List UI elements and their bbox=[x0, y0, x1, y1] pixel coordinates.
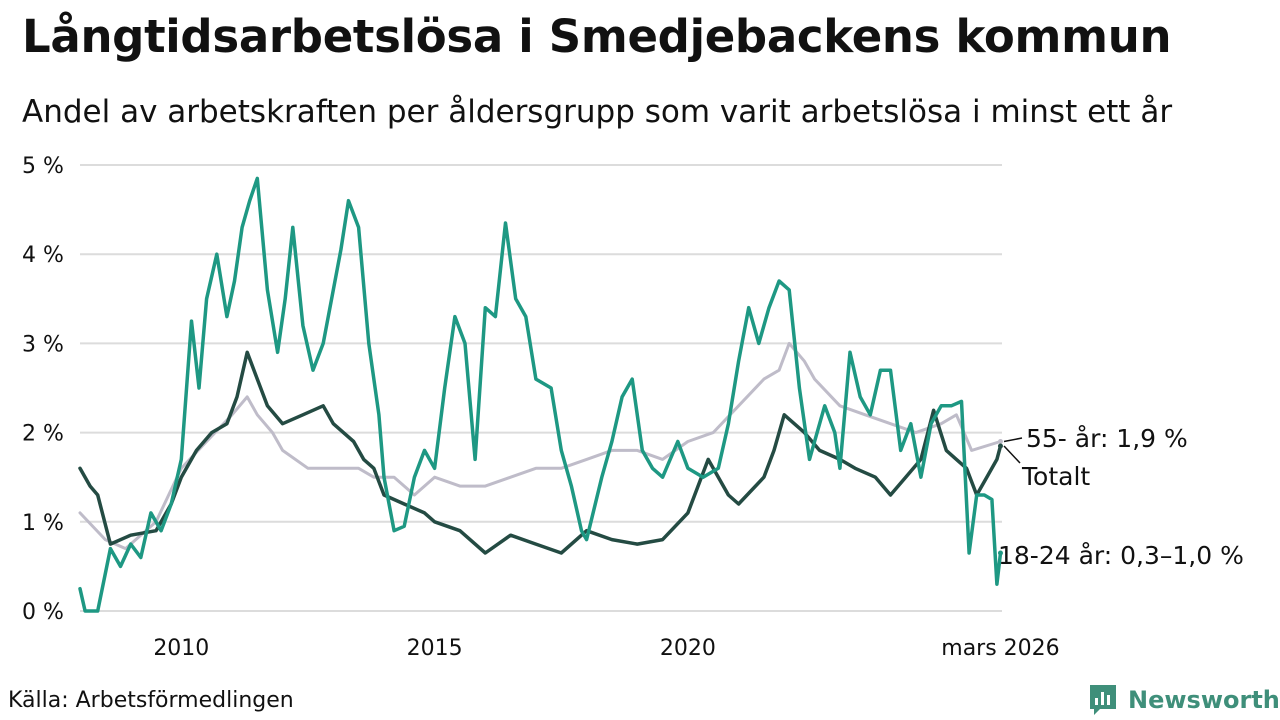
y-tick-label: 5 % bbox=[22, 154, 64, 179]
y-tick-label: 1 % bbox=[22, 511, 64, 536]
end-label-Totalt: Totalt bbox=[1021, 462, 1090, 491]
leader-line-55 bbox=[1003, 437, 1023, 443]
end-label-18-24: 18-24 år: 0,3–1,0 % bbox=[998, 541, 1244, 570]
series-line-18-24 bbox=[78, 176, 1003, 613]
series-end-point-18-24 bbox=[997, 550, 1003, 556]
y-tick-label: 2 % bbox=[22, 422, 64, 447]
x-axis-ticks: 2010 2015 2020 mars 2026 bbox=[153, 636, 1059, 661]
newsworthy-logo: Newsworthy bbox=[1088, 683, 1280, 717]
y-tick-label: 0 % bbox=[22, 600, 64, 625]
chart-subtitle: Andel av arbetskraften per åldersgrupp s… bbox=[22, 94, 1173, 130]
line-chart: 0 % 1 % 2 % 3 % 4 % 5 % 2010 2015 2020 mars 2026… bbox=[22, 154, 1244, 661]
end-labels: 55- år: 1,9 % Totalt 18-24 år: 0,3–1,0 % bbox=[998, 424, 1244, 570]
source-note: Källa: Arbetsförmedlingen bbox=[8, 688, 294, 713]
y-axis-ticks: 0 % 1 % 2 % 3 % 4 % 5 % bbox=[22, 154, 64, 625]
y-tick-label: 3 % bbox=[22, 332, 64, 357]
x-tick-label: 2015 bbox=[407, 636, 463, 661]
grid-lines bbox=[80, 164, 1002, 612]
series-end-point-Totalt bbox=[997, 443, 1003, 449]
y-tick-label: 4 % bbox=[22, 243, 64, 268]
series-line-Totalt bbox=[78, 350, 1003, 555]
leader-line-totalt bbox=[1003, 445, 1021, 464]
series-line-55- bbox=[78, 341, 1002, 551]
chart-title: Långtidsarbetslösa i Smedjebackens kommu… bbox=[22, 10, 1172, 63]
x-tick-label: 2010 bbox=[153, 636, 209, 661]
brand-name: Newsworthy bbox=[1128, 686, 1280, 714]
end-label-55-: 55- år: 1,9 % bbox=[1026, 424, 1188, 453]
newsworthy-logo-icon bbox=[1090, 685, 1116, 715]
series-end-point-55- bbox=[997, 439, 1003, 445]
x-tick-label: 2020 bbox=[660, 636, 716, 661]
series-lines bbox=[78, 176, 1003, 613]
x-tick-label: mars 2026 bbox=[941, 636, 1059, 661]
